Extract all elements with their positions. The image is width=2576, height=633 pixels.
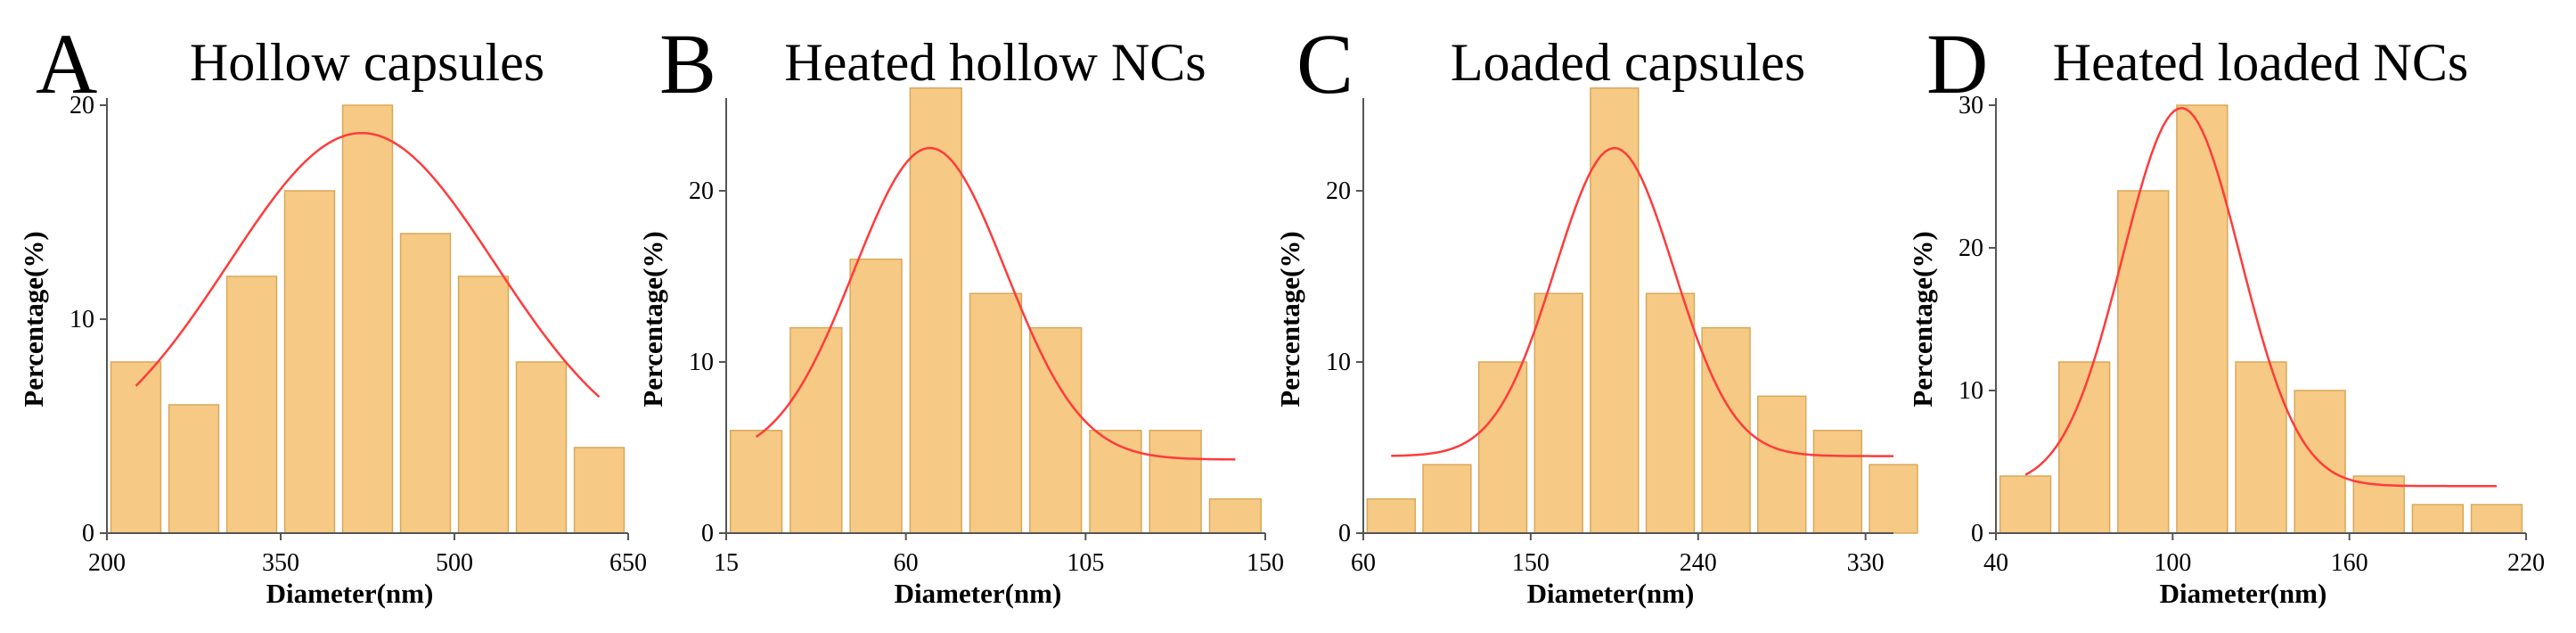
histogram-bar: [399, 233, 452, 534]
histogram-bar: [225, 275, 278, 534]
x-axis-label: Diameter(nm): [1527, 578, 1695, 609]
x-tick-label: 150: [1512, 549, 1550, 577]
histogram-bar: [2470, 504, 2523, 534]
gaussian-fit-curve: [2024, 106, 2497, 488]
y-tick-label: 10: [1326, 349, 1351, 376]
x-tick-label: 160: [2331, 549, 2368, 577]
histogram-bar: [1089, 430, 1142, 534]
histogram-bar: [1999, 475, 2052, 534]
histogram-bar: [2117, 190, 2170, 534]
y-tick-label: 0: [82, 520, 94, 547]
histogram-bar: [909, 87, 962, 534]
histogram-bar: [2176, 104, 2228, 534]
histogram-bar: [1366, 497, 1416, 534]
x-tick-label: 100: [2154, 549, 2191, 577]
histogram-bar: [969, 292, 1023, 534]
gaussian-fit-curve: [1391, 146, 1893, 457]
x-axis-label: Diameter(nm): [2160, 578, 2327, 609]
gaussian-fit-curve: [135, 131, 601, 399]
y-tick-label: 20: [70, 92, 94, 119]
histogram-bar: [2235, 361, 2287, 534]
panel-title: Heated hollow NCs: [784, 33, 1206, 92]
histogram-bar: [573, 447, 626, 534]
y-axis-label: Percentage(%): [1274, 231, 1305, 407]
x-tick-label: 60: [1351, 549, 1376, 577]
panel-title: Loaded capsules: [1451, 33, 1805, 92]
histogram-bar: [1029, 326, 1083, 534]
y-tick-label: 0: [701, 520, 714, 547]
histogram-bar: [1590, 87, 1640, 534]
x-tick-label: 220: [2507, 549, 2545, 577]
x-tick-label: 15: [714, 549, 739, 577]
y-tick-label: 20: [1959, 234, 1983, 262]
y-tick-label: 10: [689, 349, 714, 376]
y-axis-label: Percentage(%): [18, 231, 49, 407]
histogram-bar: [341, 104, 394, 534]
x-axis-label: Diameter(nm): [895, 578, 1062, 609]
histogram-bar: [1645, 292, 1696, 534]
x-tick-label: 500: [436, 549, 473, 577]
histogram-bar: [789, 326, 843, 534]
x-tick-label: 350: [262, 549, 299, 577]
histogram-bar: [1869, 464, 1918, 534]
histogram-bar: [515, 361, 568, 534]
chart-panel-a: A Hollow capsules 200 350 500 650 0 10 20 Diamete…: [18, 16, 647, 609]
y-tick-label: 20: [1326, 177, 1351, 205]
histogram-bar: [2411, 504, 2465, 534]
histogram-bar: [110, 361, 162, 534]
histogram-bar: [1757, 395, 1807, 534]
x-tick-label: 240: [1680, 549, 1717, 577]
x-axis-label: Diameter(nm): [266, 578, 434, 609]
y-tick-label: 20: [689, 177, 714, 205]
histogram-bar: [1149, 430, 1202, 534]
histogram-bar: [1422, 464, 1472, 534]
y-tick-label: 0: [1971, 520, 1983, 547]
histogram-bar: [1208, 497, 1263, 534]
panel-letter: B: [659, 16, 716, 111]
y-axis-label: Percentage(%): [1907, 231, 1938, 407]
x-tick-label: 40: [1983, 549, 2008, 577]
x-tick-label: 650: [609, 549, 647, 577]
y-tick-label: 10: [70, 306, 94, 333]
y-tick-label: 30: [1959, 92, 1983, 119]
x-tick-label: 330: [1847, 549, 1885, 577]
x-tick-label: 200: [88, 549, 126, 577]
histogram-bar: [1533, 292, 1583, 534]
panel-title: Heated loaded NCs: [2053, 33, 2469, 92]
histogram-bar: [457, 275, 510, 534]
panel-letter: A: [36, 16, 97, 111]
panel-letter: C: [1296, 16, 1353, 111]
chart-panel-b: B Heated hollow NCs 15 60 105 150 0 10 20 Diamete…: [637, 16, 1284, 609]
gaussian-fit-curve: [755, 146, 1236, 461]
x-tick-label: 105: [1067, 549, 1104, 577]
x-tick-label: 150: [1247, 549, 1284, 577]
y-tick-label: 0: [1338, 520, 1351, 547]
x-tick-label: 60: [894, 549, 919, 577]
histogram-bar: [1477, 361, 1528, 534]
histogram-bar: [283, 190, 336, 534]
panel-title: Hollow capsules: [190, 33, 544, 92]
histogram-bar: [849, 259, 903, 534]
chart-panel-d: D Heated loaded NCs 40 100 160 220 0 10 20 30 Diam…: [1907, 16, 2545, 609]
histogram-bar: [1812, 430, 1863, 534]
chart-panel-c: C Loaded capsules 60 150 240 330 0 10 20 Diameter…: [1274, 16, 1918, 609]
histogram-bar: [1701, 326, 1751, 534]
histogram-bar: [729, 430, 783, 534]
y-tick-label: 10: [1959, 377, 1983, 405]
y-axis-label: Percentage(%): [637, 231, 668, 407]
histogram-bar: [168, 404, 220, 534]
panel-letter: D: [1926, 16, 1988, 111]
